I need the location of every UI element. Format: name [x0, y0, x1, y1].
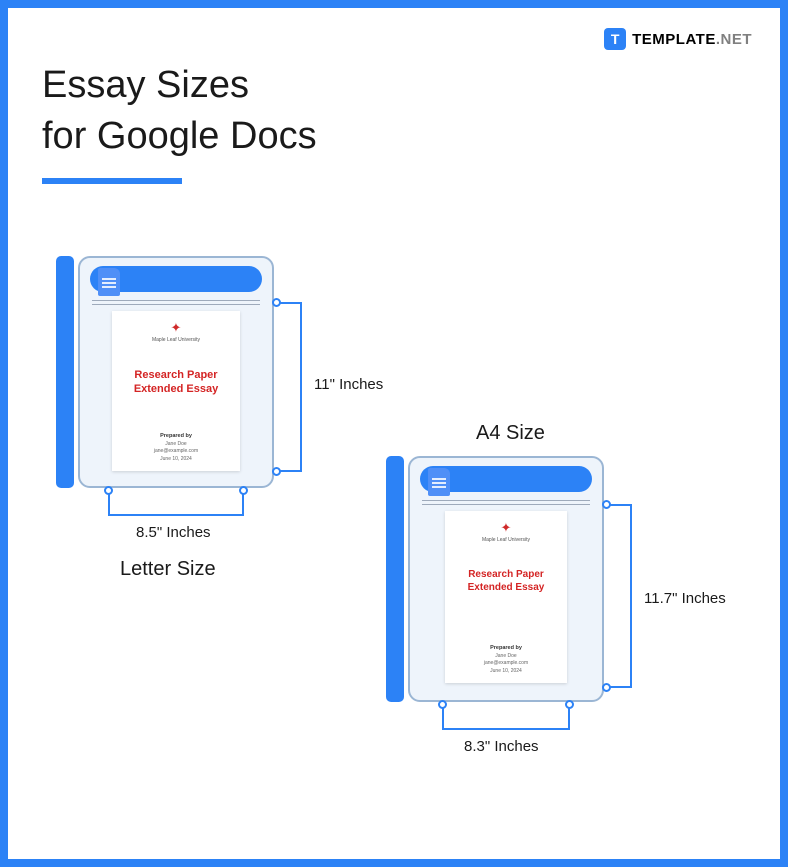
meta-name: Jane Doe [484, 653, 528, 661]
width-bracket-a4 [442, 706, 570, 730]
meta-name: Jane Doe [154, 441, 198, 449]
bracket-dot [104, 486, 113, 495]
bracket-dot [602, 500, 611, 509]
page-title: Essay Sizes for Google Docs [42, 60, 317, 163]
title-line-1: Essay Sizes [42, 60, 317, 111]
leaf-icon: ✦ [169, 321, 183, 335]
bracket-dot [565, 700, 574, 709]
prepared-label: Prepared by [484, 644, 528, 652]
brand-suffix: .NET [716, 31, 752, 48]
ruler-lines [422, 500, 590, 505]
university-name: Maple Leaf University [152, 337, 200, 343]
height-label-a4: 11.7" Inches [644, 590, 726, 607]
paper-meta: Prepared by Jane Doe jane@example.com Ju… [484, 644, 528, 675]
bracket-dot [272, 298, 281, 307]
height-bracket-a4 [608, 504, 632, 688]
side-tab [386, 456, 404, 702]
bracket-dot [438, 700, 447, 709]
brand-name: TEMPLATE [632, 31, 716, 48]
height-label-letter: 11" Inches [314, 376, 383, 393]
google-doc-icon [428, 468, 450, 496]
docs-card-letter: ✦ Maple Leaf University Research Paper E… [78, 256, 274, 488]
title-line-2: for Google Docs [42, 111, 317, 162]
size-name-a4: A4 Size [476, 422, 545, 445]
document-page-letter: ✦ Maple Leaf University Research Paper E… [112, 311, 240, 471]
ruler-lines [92, 300, 260, 305]
brand-text: TEMPLATE.NET [632, 31, 752, 48]
document-page-a4: ✦ Maple Leaf University Research Paper E… [445, 511, 567, 683]
title-underline [42, 178, 182, 184]
paper-title-line2: Extended Essay [468, 582, 545, 595]
university-name: Maple Leaf University [482, 537, 530, 543]
height-bracket-letter [278, 302, 302, 472]
bracket-dot [602, 683, 611, 692]
docs-card-a4: ✦ Maple Leaf University Research Paper E… [408, 456, 604, 702]
google-doc-icon [98, 268, 120, 296]
leaf-icon: ✦ [499, 521, 513, 535]
side-tab [56, 256, 74, 488]
meta-date: June 10, 2024 [154, 456, 198, 464]
meta-date: June 10, 2024 [484, 668, 528, 676]
bracket-dot [272, 467, 281, 476]
paper-title: Research Paper Extended Essay [468, 569, 545, 594]
card-titlebar [90, 266, 262, 292]
paper-title: Research Paper Extended Essay [134, 369, 218, 397]
infographic-frame: T TEMPLATE.NET Essay Sizes for Google Do… [0, 0, 788, 867]
width-label-a4: 8.3" Inches [464, 738, 539, 755]
paper-title-line1: Research Paper [134, 369, 218, 383]
size-name-letter: Letter Size [120, 558, 216, 581]
card-titlebar [420, 466, 592, 492]
paper-meta: Prepared by Jane Doe jane@example.com Ju… [154, 432, 198, 463]
brand-logo: T TEMPLATE.NET [604, 28, 752, 50]
width-label-letter: 8.5" Inches [136, 524, 211, 541]
paper-title-line2: Extended Essay [134, 383, 218, 397]
meta-email: jane@example.com [484, 660, 528, 668]
brand-icon: T [604, 28, 626, 50]
meta-email: jane@example.com [154, 448, 198, 456]
prepared-label: Prepared by [154, 432, 198, 440]
paper-title-line1: Research Paper [468, 569, 545, 582]
a4-size-block: A4 Size ✦ Maple Leaf University Research… [408, 456, 604, 702]
width-bracket-letter [108, 492, 244, 516]
bracket-dot [239, 486, 248, 495]
letter-size-block: ✦ Maple Leaf University Research Paper E… [78, 256, 274, 488]
